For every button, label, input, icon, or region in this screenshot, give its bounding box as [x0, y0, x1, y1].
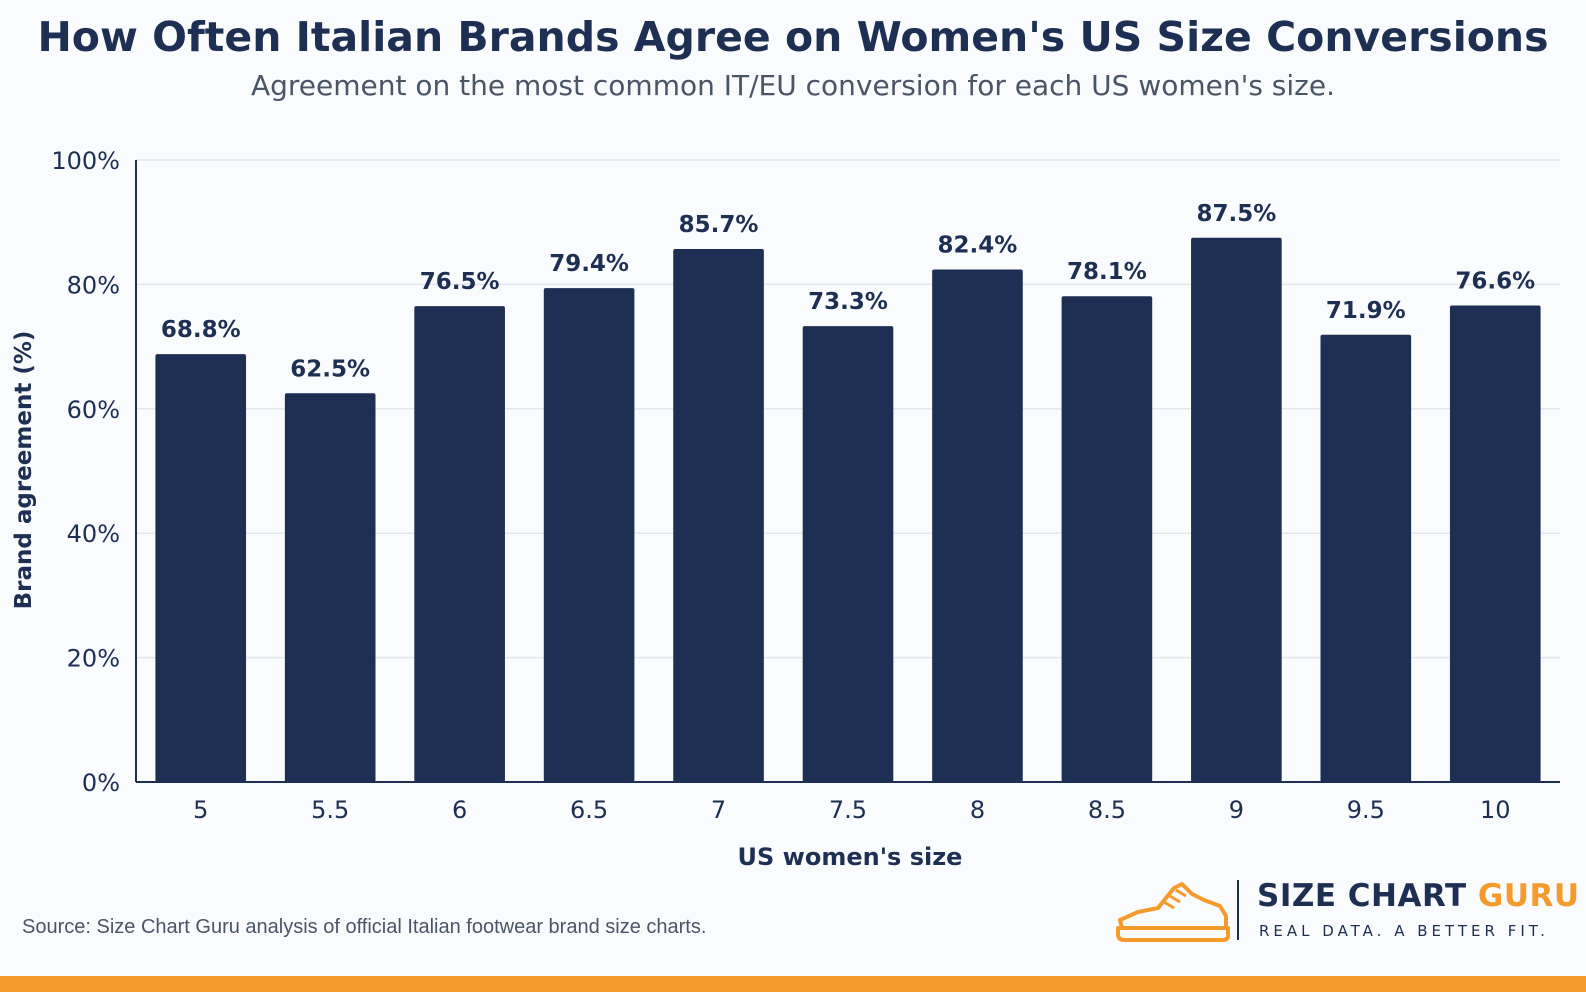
bar-value-label: 76.5%: [420, 269, 500, 295]
accent-bar: [0, 976, 1586, 992]
bars: [155, 237, 1541, 783]
bar: [1449, 305, 1541, 782]
y-tick-label: 20%: [67, 645, 120, 673]
y-tick-label: 80%: [67, 271, 120, 299]
bar-value-label: 62.5%: [290, 356, 370, 382]
x-tick-label: 8.5: [1088, 796, 1126, 824]
bar: [932, 269, 1023, 782]
brand-name-part2: GURU: [1477, 878, 1580, 914]
brand-name-part1: SIZE CHART: [1257, 878, 1478, 914]
x-tick-label: 7.5: [829, 796, 867, 824]
bar-value-label: 76.6%: [1455, 269, 1535, 295]
y-axis-label: Brand agreement (%): [11, 331, 37, 610]
bar: [155, 354, 247, 782]
x-tick-label: 9: [1229, 796, 1244, 824]
x-tick-label: 10: [1480, 796, 1511, 824]
bar-value-label: 78.1%: [1067, 259, 1147, 285]
x-axis-label: US women's size: [738, 843, 963, 871]
x-tick-label: 5: [193, 796, 208, 824]
y-tick-label: 0%: [82, 769, 120, 797]
x-tick-label: 7: [711, 796, 726, 824]
x-tick-label: 6: [452, 796, 467, 824]
brand-name: SIZE CHART GURU: [1257, 878, 1580, 914]
chart-subtitle: Agreement on the most common IT/EU conve…: [251, 69, 1335, 102]
bar-value-label: 82.4%: [938, 232, 1018, 258]
brand-divider: [1237, 880, 1239, 940]
bar-value-label: 79.4%: [549, 251, 629, 277]
bar-value-label: 68.8%: [161, 317, 241, 343]
y-tick-label: 60%: [67, 396, 120, 424]
y-tick-label: 100%: [51, 147, 120, 175]
x-tick-label: 9.5: [1347, 796, 1385, 824]
sneaker-icon: [1116, 882, 1230, 942]
bar: [1191, 237, 1282, 782]
x-tick-label: 5.5: [311, 796, 349, 824]
bar: [543, 288, 635, 782]
bar: [802, 326, 894, 782]
source-note: Source: Size Chart Guru analysis of offi…: [22, 916, 707, 938]
bar: [414, 306, 505, 782]
brand-tagline: REAL DATA. A BETTER FIT.: [1259, 922, 1549, 940]
bar-value-label: 87.5%: [1196, 201, 1276, 227]
bar: [1061, 296, 1153, 782]
x-tick-label: 8: [970, 796, 985, 824]
bar-value-label: 73.3%: [808, 289, 888, 315]
y-tick-label: 40%: [67, 520, 120, 548]
bar-data-labels: 68.8% 62.5% 76.5% 79.4% 85.7% 73.3% 82.4% 78.1%…: [161, 201, 1535, 383]
chart-title: How Often Italian Brands Agree on Women'…: [37, 13, 1548, 61]
bar-value-label: 85.7%: [679, 212, 759, 238]
brand-logo: SIZE CHART GURU REAL DATA. A BETTER FIT.: [1112, 876, 1579, 950]
x-tick-label: 6.5: [570, 796, 608, 824]
bar: [1320, 334, 1412, 782]
bar: [284, 393, 376, 782]
x-axis-ticks: 5 5.5 6 6.5 7 7.5 8 8.5 9 9.5 10: [193, 796, 1510, 824]
bar-value-label: 71.9%: [1326, 298, 1406, 324]
y-axis-ticks: 0% 20% 40% 60% 80% 100%: [51, 147, 120, 797]
bar: [673, 248, 764, 783]
